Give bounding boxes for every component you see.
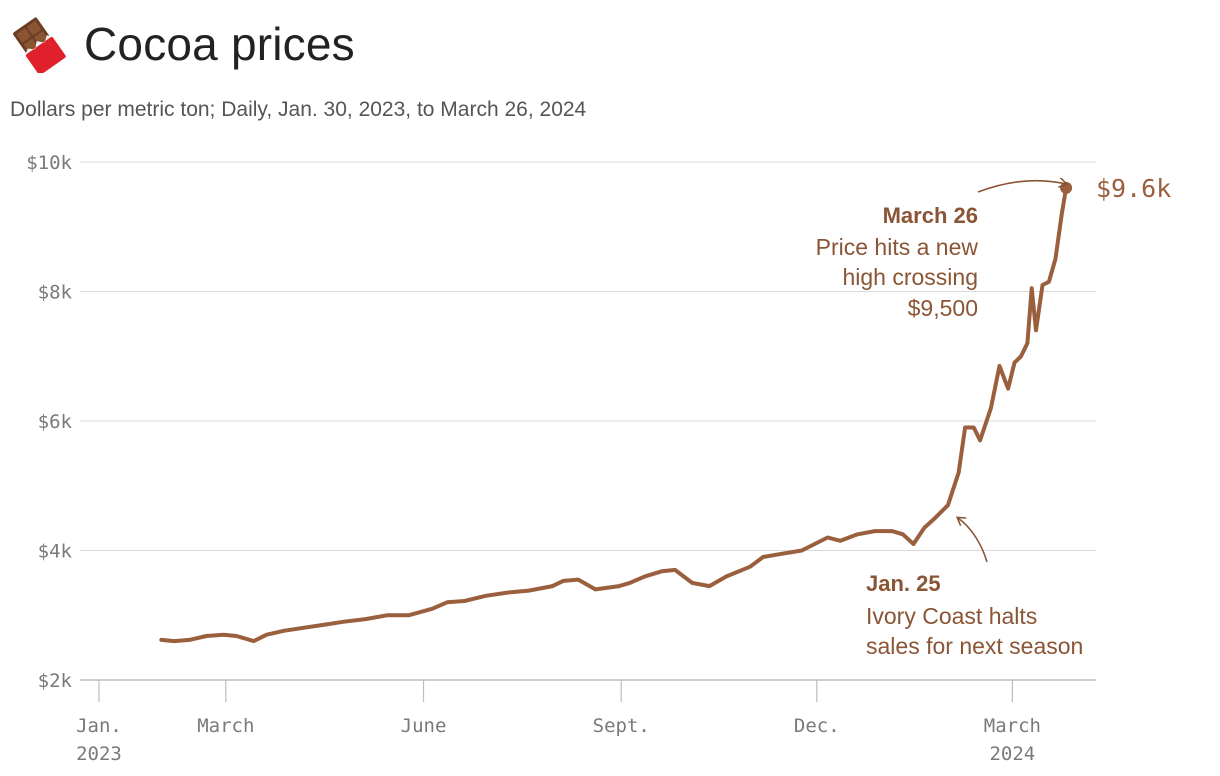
x-tick-label: Jan. bbox=[76, 715, 122, 737]
annotation-jan25-date: Jan. 25 bbox=[866, 571, 941, 596]
y-axis: $2k $4k $6k $8k $10k bbox=[26, 152, 72, 692]
annotations: March 26 Price hits a new high crossing … bbox=[816, 174, 1172, 659]
march26-arrow bbox=[977, 181, 1066, 193]
x-tick-year-label: 2024 bbox=[989, 743, 1035, 765]
annotation-march26-date: March 26 bbox=[883, 203, 978, 228]
x-axis: Jan. 2023 March June Sept. Dec. March 2024 bbox=[76, 680, 1041, 765]
jan25-arrow bbox=[958, 518, 988, 563]
x-tick-label: March bbox=[197, 715, 254, 737]
x-tick-label: Dec. bbox=[794, 715, 840, 737]
chart-title: Cocoa prices bbox=[84, 18, 355, 70]
y-tick-label: $4k bbox=[38, 541, 73, 563]
x-tick-label: Sept. bbox=[593, 715, 650, 737]
end-value-label: $9.6k bbox=[1096, 174, 1171, 203]
annotation-march26-line: Price hits a new bbox=[816, 234, 979, 260]
x-tick-year-label: 2023 bbox=[76, 743, 122, 765]
price-line bbox=[159, 185, 1069, 644]
title-row: Cocoa prices bbox=[12, 12, 355, 76]
y-tick-label: $8k bbox=[38, 282, 73, 304]
y-tick-label: $2k bbox=[38, 670, 73, 692]
y-tick-label: $6k bbox=[38, 411, 73, 433]
annotation-march26-line: $9,500 bbox=[908, 295, 978, 321]
x-tick-label: March bbox=[984, 715, 1041, 737]
annotation-jan25-line: Ivory Coast halts bbox=[866, 603, 1037, 629]
y-tick-label: $10k bbox=[26, 152, 72, 174]
chocolate-bar-icon bbox=[13, 17, 66, 73]
gridlines bbox=[80, 161, 1096, 681]
annotation-jan25-line: sales for next season bbox=[866, 633, 1083, 659]
annotation-march26-line: high crossing bbox=[842, 264, 978, 290]
x-tick-label: June bbox=[401, 715, 447, 737]
chart-subtitle: Dollars per metric ton; Daily, Jan. 30, … bbox=[10, 98, 587, 121]
